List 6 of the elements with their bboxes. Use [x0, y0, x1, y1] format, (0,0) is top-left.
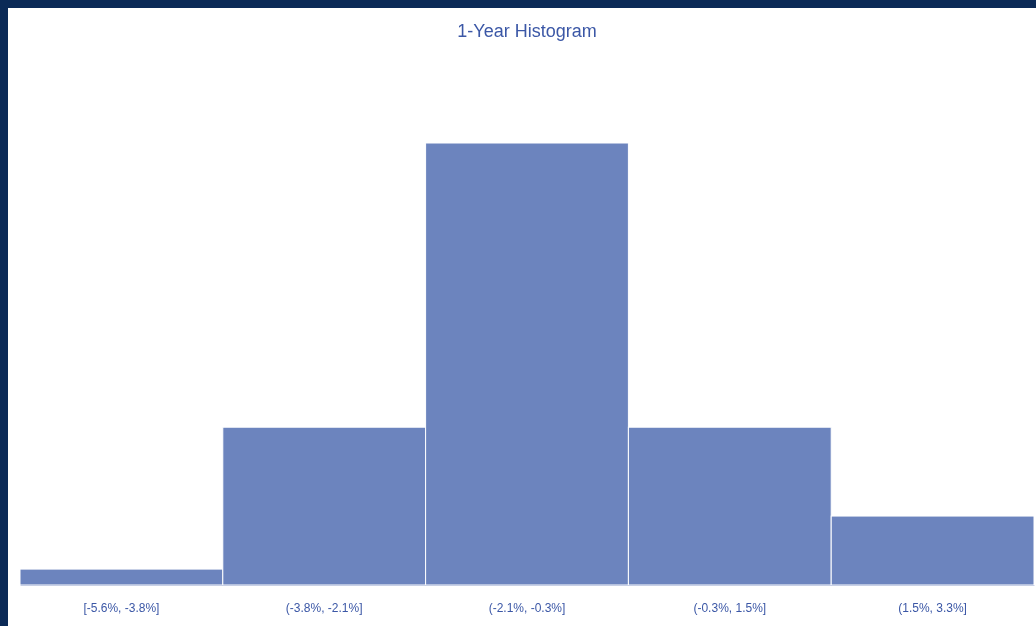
chart-title: 1-Year Histogram [457, 21, 597, 41]
x-tick-label: (1.5%, 3.3%] [898, 600, 967, 615]
x-tick-label: [-5.6%, -3.8%] [83, 600, 160, 615]
x-tick-label: (-3.8%, -2.1%] [285, 600, 363, 615]
x-tick-label: (-0.3%, 1.5%] [693, 600, 767, 615]
x-tick-label: (-2.1%, -0.3%] [488, 600, 566, 615]
